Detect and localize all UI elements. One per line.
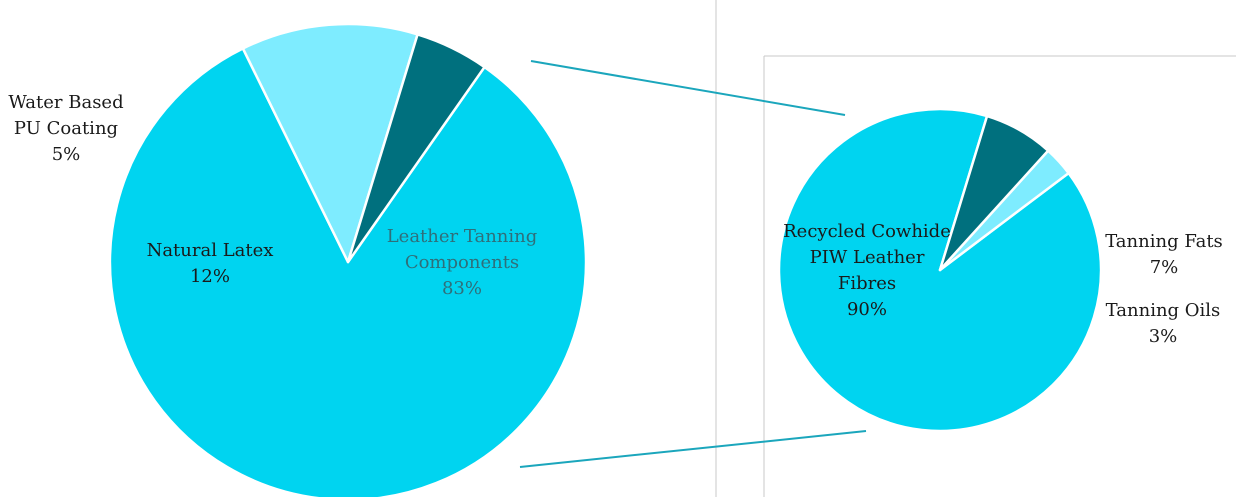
data-label-secondary-2: Tanning Oils 3% <box>1106 300 1221 347</box>
data-label-category: Components <box>405 252 519 273</box>
data-label-secondary-0: Recycled Cowhide PIW Leather Fibres 90% <box>783 221 951 320</box>
data-label-category: Natural Latex <box>147 240 274 261</box>
data-label-value: 5% <box>52 144 81 165</box>
data-label-secondary-1: Tanning Fats 7% <box>1105 231 1223 278</box>
connector-line-bottom <box>519 430 867 468</box>
secondary-pie: Recycled Cowhide PIW Leather Fibres 90% Tann… <box>777 107 1223 433</box>
data-label-category: Leather Tanning <box>387 226 538 247</box>
pie-slice-main-1 <box>241 22 419 264</box>
data-label-value: 3% <box>1149 326 1178 347</box>
data-label-value: 7% <box>1150 257 1179 278</box>
data-label-category: Water Based <box>8 92 123 113</box>
data-label-category: Tanning Oils <box>1106 300 1221 321</box>
data-label-category: Tanning Fats <box>1105 231 1223 252</box>
data-label-value: 12% <box>190 266 230 287</box>
data-label-category: PU Coating <box>14 118 118 139</box>
data-label-category: Fibres <box>838 273 896 294</box>
pie-slice-main-2 <box>346 33 486 264</box>
data-label-category: Recycled Cowhide <box>783 221 951 242</box>
data-label-main-1: Natural Latex 12% <box>147 240 274 287</box>
main-pie: Leather Tanning Components 83% Natural Late… <box>8 22 588 502</box>
data-label-category: PIW Leather <box>810 247 925 268</box>
connector-line-top <box>530 60 846 116</box>
data-label-value: 90% <box>847 299 887 320</box>
data-label-main-2: Water Based PU Coating 5% <box>8 92 123 165</box>
data-label-main-0: Leather Tanning Components 83% <box>387 226 538 299</box>
pie-slice-secondary-2 <box>938 149 1070 272</box>
data-label-value: 83% <box>442 278 482 299</box>
